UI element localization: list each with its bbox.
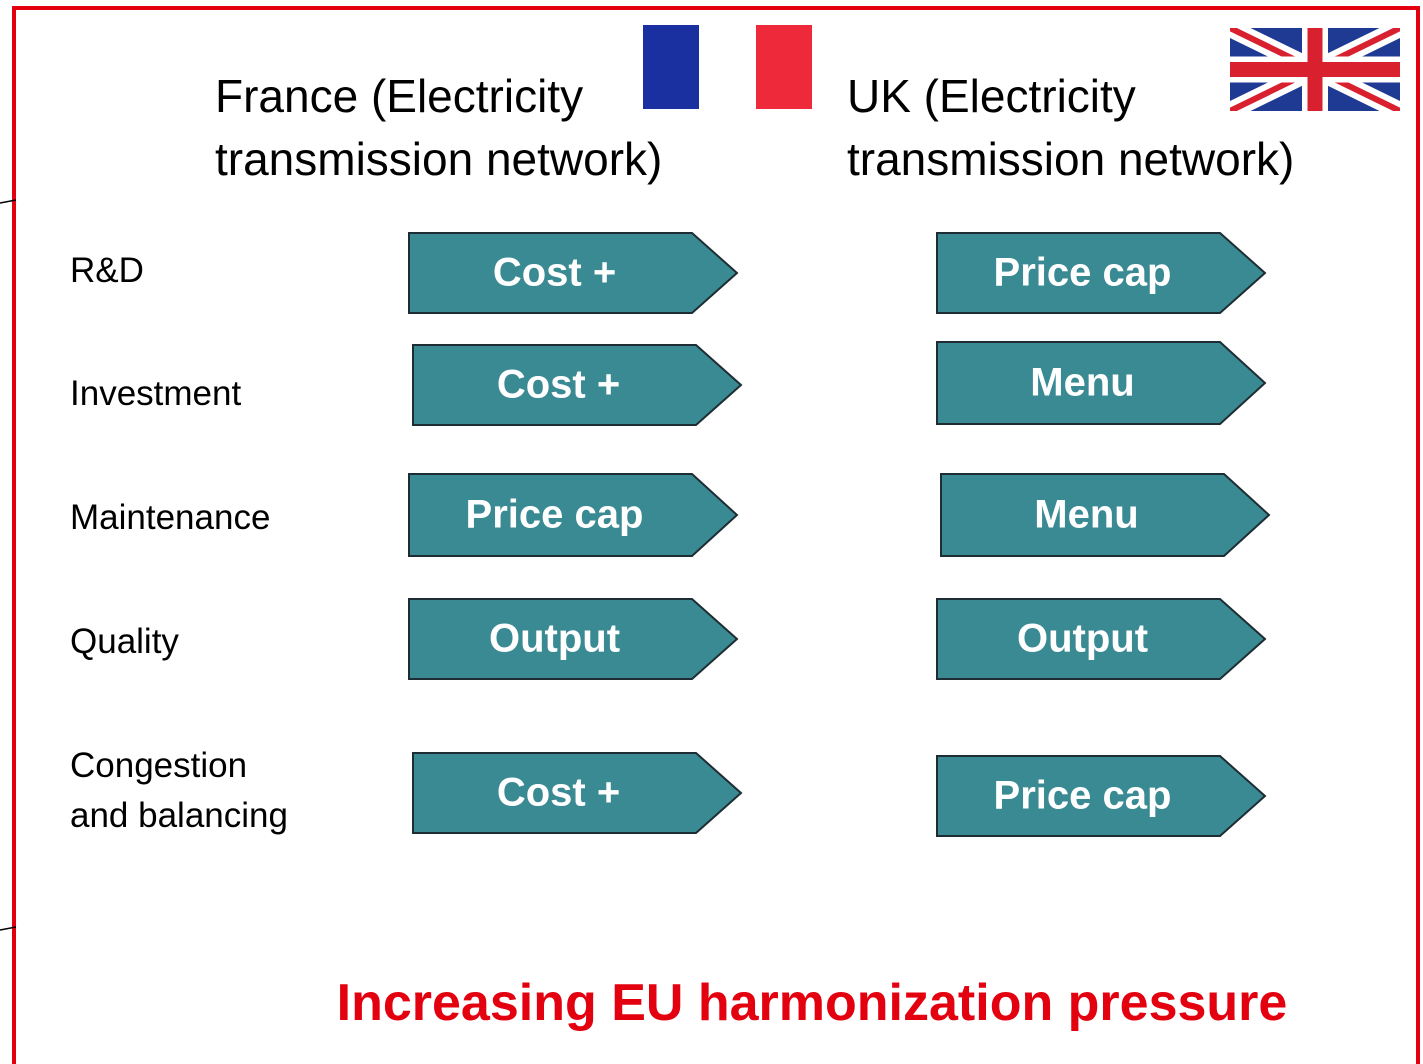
row-label: R&D — [70, 251, 144, 290]
arrow — [412, 752, 743, 834]
arrow-label: Price cap — [466, 493, 644, 537]
arrow — [936, 232, 1267, 314]
arrow-label: Output — [489, 617, 620, 661]
arrow-label: Menu — [1034, 493, 1138, 537]
tick — [0, 926, 17, 931]
tick — [0, 199, 17, 204]
row-label: and balancing — [70, 796, 288, 835]
column-header: transmission network) — [215, 133, 662, 185]
row-label: Congestion — [70, 746, 247, 785]
arrow — [408, 473, 739, 557]
footer: Increasing EU harmonization pressure — [337, 974, 1288, 1032]
column-header: UK (Electricity — [847, 70, 1136, 122]
arrow-label: Cost + — [493, 251, 616, 295]
row-label: Investment — [70, 374, 241, 413]
column-header: France (Electricity — [215, 70, 583, 122]
arrow-label: Cost + — [497, 363, 620, 407]
arrow — [936, 598, 1267, 680]
column-header: transmission network) — [847, 133, 1294, 185]
arrow-label: Price cap — [994, 774, 1172, 818]
arrow — [408, 598, 739, 680]
france-flag — [643, 25, 812, 109]
uk-flag — [1230, 28, 1400, 111]
frame — [12, 6, 1420, 1064]
arrow-label: Menu — [1030, 361, 1134, 405]
row-label: Maintenance — [70, 498, 270, 537]
arrow-label: Cost + — [497, 771, 620, 815]
arrow — [412, 344, 743, 426]
arrow — [936, 755, 1267, 837]
arrow-label: Price cap — [994, 251, 1172, 295]
arrow — [408, 232, 739, 314]
row-label: Quality — [70, 622, 179, 661]
arrow — [936, 341, 1267, 425]
arrow-label: Output — [1017, 617, 1148, 661]
arrow — [940, 473, 1271, 557]
